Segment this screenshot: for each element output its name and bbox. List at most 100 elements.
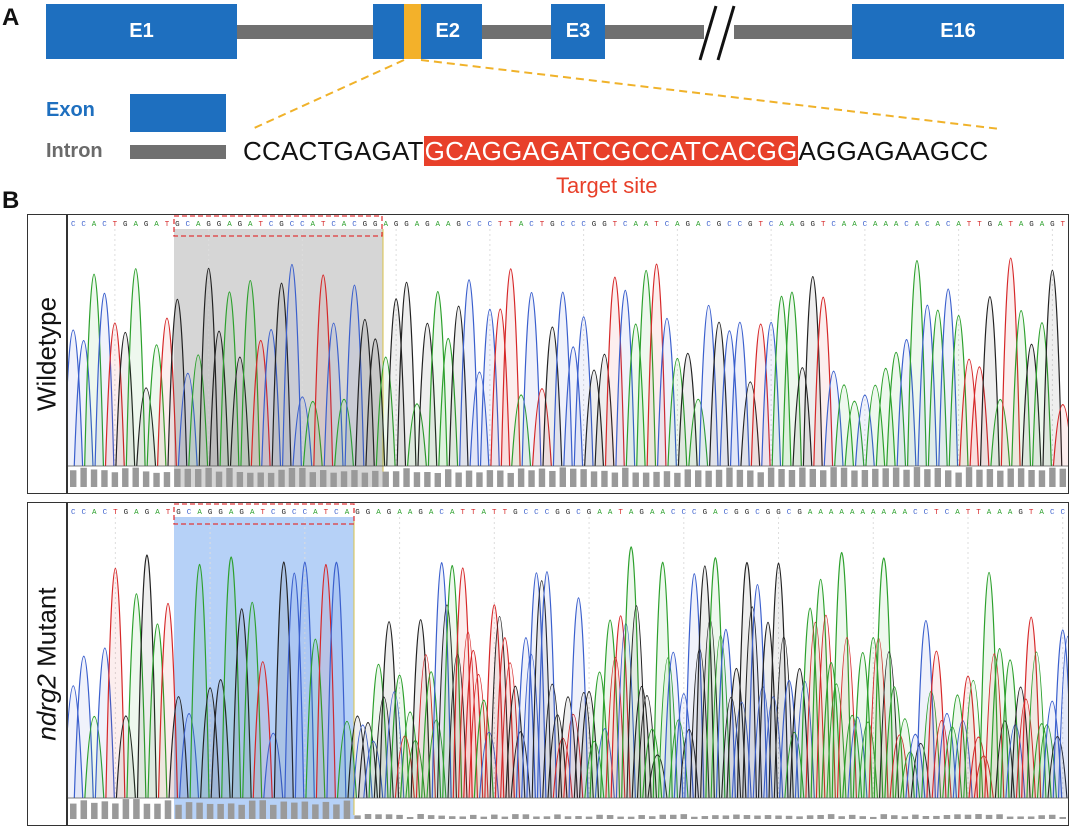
sequence-left-flank: CCACTGAGAT	[243, 136, 424, 166]
quality-bar	[820, 470, 827, 487]
trace-peak	[646, 263, 667, 467]
trace-peak	[500, 268, 521, 467]
trace-peak	[873, 557, 894, 799]
base-call: A	[850, 509, 855, 517]
trace-peak	[334, 398, 355, 467]
trace-peak-secondary	[805, 621, 826, 799]
quality-bar	[684, 469, 691, 487]
trace-peak	[771, 295, 792, 467]
quality-bar	[964, 814, 972, 819]
quality-bar	[705, 470, 712, 487]
base-call: C	[787, 509, 792, 517]
base-call: C	[303, 509, 308, 517]
trace-peak	[68, 685, 84, 799]
trace-peak	[344, 284, 365, 467]
quality-bar	[788, 470, 796, 487]
quality-bar	[549, 470, 556, 487]
trace-peak	[917, 304, 938, 467]
base-call: A	[873, 221, 878, 229]
quality-bar	[238, 804, 245, 819]
quality-bar	[340, 471, 348, 487]
base-call: A	[696, 221, 701, 229]
base-call: C	[534, 509, 539, 517]
trace-peak	[863, 637, 884, 799]
trace-peak	[1000, 257, 1021, 467]
quality-bar	[590, 471, 598, 487]
base-call: G	[206, 221, 211, 229]
trace-peak	[210, 679, 231, 799]
quality-bar	[438, 815, 445, 819]
legend-intron-label: Intron	[46, 140, 103, 162]
base-call: T	[654, 221, 659, 229]
trace-peak	[431, 561, 452, 799]
base-call: A	[650, 509, 655, 517]
base-call: A	[311, 221, 316, 229]
base-call: G	[217, 221, 222, 229]
trace-peak	[389, 674, 410, 799]
quality-bar	[627, 816, 635, 819]
quality-bar	[648, 816, 656, 819]
trace-peak-secondary	[889, 734, 910, 799]
base-call: G	[282, 509, 287, 517]
trace-peak	[938, 288, 959, 467]
trace-peak	[442, 564, 463, 799]
base-call: G	[550, 221, 555, 229]
base-call: C	[187, 509, 192, 517]
trace-peak	[715, 628, 736, 799]
quality-bar	[611, 472, 619, 487]
target-region-box	[173, 215, 383, 237]
base-call: C	[682, 509, 687, 517]
base-call: A	[644, 221, 649, 229]
base-call: C	[561, 221, 566, 229]
trace-peak	[948, 315, 969, 467]
base-call: C	[769, 221, 774, 229]
quality-bar	[892, 467, 900, 487]
quality-bar	[851, 470, 858, 487]
quality-bar	[259, 800, 266, 819]
quality-bar	[396, 814, 403, 819]
base-call: T	[113, 509, 118, 517]
quality-bar	[459, 816, 466, 819]
trace-peak	[463, 650, 484, 799]
quality-bar	[205, 467, 212, 487]
trace-peak	[740, 381, 761, 467]
quality-bar	[943, 815, 951, 819]
quality-bar	[882, 468, 889, 487]
base-call: G	[988, 221, 993, 229]
trace-peak	[652, 561, 673, 799]
base-call: A	[629, 509, 634, 517]
quality-bar	[512, 814, 519, 819]
trace-peak	[1011, 310, 1032, 467]
base-call: T	[1008, 221, 1013, 229]
quality-bar	[996, 814, 1003, 819]
exon-e1-label: E1	[129, 20, 154, 42]
base-call: G	[239, 509, 244, 517]
base-call: A	[436, 221, 441, 229]
trace-peak	[957, 675, 979, 799]
quality-bar	[891, 815, 898, 819]
quality-bar	[870, 816, 877, 819]
quality-bar	[364, 814, 372, 819]
trace-peak	[673, 693, 694, 799]
quality-bar	[880, 814, 888, 819]
quality-bar	[1059, 468, 1066, 487]
trace-peak	[263, 732, 284, 799]
base-call: A	[997, 509, 1002, 517]
quality-bar	[1038, 815, 1045, 819]
quality-bar	[861, 470, 869, 487]
trace-peak	[94, 647, 115, 799]
base-call: A	[608, 509, 613, 517]
trace-peak	[136, 554, 158, 799]
base-call: G	[145, 509, 150, 517]
quality-bar	[1006, 816, 1014, 819]
base-call: A	[1040, 221, 1045, 229]
trace-peak	[1052, 629, 1068, 799]
trace-peak	[198, 267, 219, 467]
quality-bar	[701, 816, 709, 819]
trace-peak	[104, 322, 125, 467]
quality-bar	[872, 468, 879, 487]
trace-peak	[823, 370, 844, 467]
base-call: A	[197, 509, 202, 517]
target-site-caption: Target site	[556, 173, 658, 198]
quality-bar	[1007, 468, 1014, 487]
